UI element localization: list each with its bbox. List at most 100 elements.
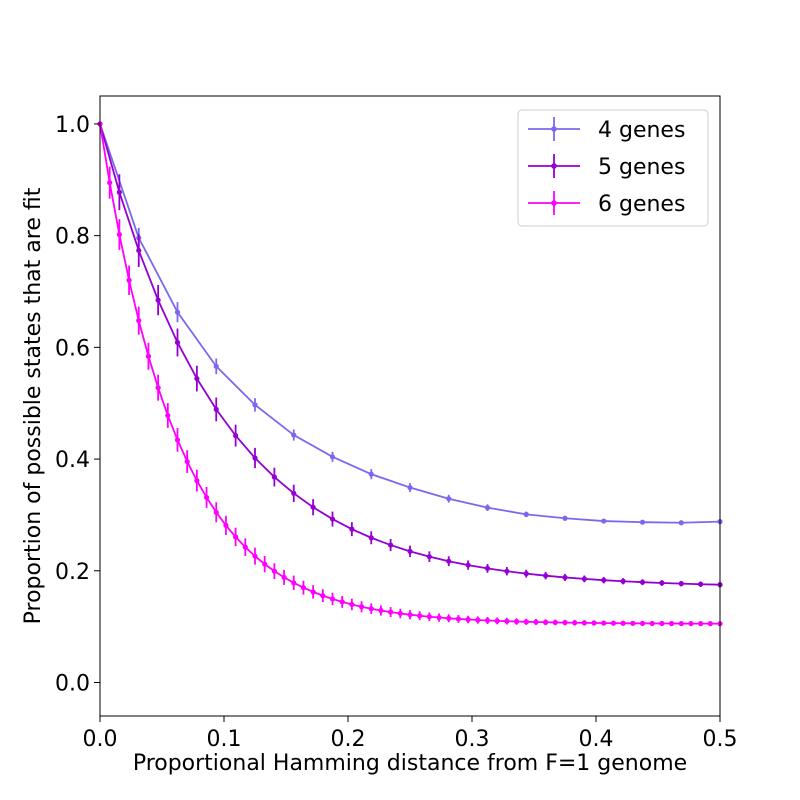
data-point <box>291 580 297 586</box>
data-point <box>504 568 510 574</box>
y-tick-label: 0.0 <box>55 671 90 696</box>
data-point <box>329 516 336 522</box>
data-point <box>601 620 607 626</box>
data-point <box>378 607 384 614</box>
data-point <box>581 576 587 582</box>
data-point <box>601 577 607 583</box>
data-point <box>252 455 258 461</box>
data-point <box>513 618 520 625</box>
data-point <box>368 471 374 477</box>
data-point <box>678 581 684 587</box>
legend-item: 5 genes <box>528 154 685 180</box>
data-point <box>707 621 713 627</box>
legend-marker <box>551 126 557 132</box>
data-point <box>388 609 394 615</box>
legend-item: 6 genes <box>528 191 685 217</box>
data-point <box>601 518 607 524</box>
data-point <box>116 189 122 195</box>
data-point <box>475 617 481 623</box>
data-point <box>639 519 646 525</box>
data-point <box>349 601 355 608</box>
x-tick-label: 0.3 <box>455 727 490 752</box>
data-point <box>349 526 355 532</box>
x-tick-label: 0.0 <box>83 727 118 752</box>
data-point <box>252 553 258 559</box>
y-axis-label: Proportion of possible states that are f… <box>21 187 46 624</box>
y-tick-label: 0.6 <box>55 336 90 361</box>
data-point <box>484 617 491 624</box>
series-5-genes <box>97 121 723 588</box>
data-point <box>358 604 365 610</box>
y-axis: 0.0 0.2 0.4 0.6 0.8 1.0 <box>55 113 100 696</box>
legend-item: 4 genes <box>528 117 685 143</box>
x-tick-label: 0.1 <box>207 727 242 752</box>
data-point <box>620 620 626 626</box>
data-point <box>271 568 277 574</box>
data-point <box>271 474 277 480</box>
data-point <box>484 565 491 571</box>
data-point <box>145 353 152 359</box>
data-point <box>639 620 646 626</box>
data-point <box>407 612 413 618</box>
data-point <box>494 618 500 624</box>
data-point <box>213 406 219 412</box>
data-point <box>533 619 539 625</box>
data-point <box>281 574 287 580</box>
legend-marker <box>551 200 557 206</box>
data-point <box>562 574 568 581</box>
data-point <box>107 180 113 186</box>
data-point <box>639 579 646 585</box>
legend-marker <box>551 163 557 169</box>
data-point <box>368 606 374 612</box>
data-point <box>388 542 394 548</box>
data-point <box>572 620 578 626</box>
data-point <box>300 585 307 591</box>
data-point <box>504 618 510 624</box>
data-point <box>698 621 704 627</box>
data-point <box>581 620 587 626</box>
legend-box <box>517 109 709 227</box>
data-point <box>610 620 617 626</box>
data-point <box>165 412 171 419</box>
data-point <box>552 619 558 626</box>
y-tick-label: 0.8 <box>55 225 90 250</box>
data-point <box>310 589 316 595</box>
data-point <box>543 573 549 579</box>
data-point <box>659 620 665 627</box>
data-point <box>446 558 452 564</box>
x-axis-label: Proportional Hamming distance from F=1 g… <box>133 751 687 776</box>
data-point <box>291 490 297 496</box>
data-point <box>233 433 239 439</box>
data-point <box>194 375 200 382</box>
data-point <box>155 297 161 303</box>
data-point <box>233 534 239 540</box>
data-point <box>320 593 326 599</box>
data-point <box>407 548 413 554</box>
data-point <box>523 619 529 625</box>
data-point <box>668 620 675 627</box>
y-tick-label: 1.0 <box>55 113 90 138</box>
data-point <box>136 318 142 324</box>
x-tick-label: 0.4 <box>579 727 614 752</box>
data-point <box>213 363 219 369</box>
data-point <box>426 554 432 560</box>
data-point <box>397 610 403 617</box>
data-point <box>174 339 181 346</box>
data-point <box>620 578 626 584</box>
data-point <box>213 509 219 515</box>
data-point <box>136 247 142 254</box>
plot-frame <box>99 95 721 717</box>
data-point <box>174 437 181 443</box>
data-point <box>184 458 190 465</box>
data-point <box>407 484 413 491</box>
data-point <box>446 496 452 502</box>
data-point <box>455 616 462 622</box>
data-point <box>417 613 423 619</box>
y-tick-label: 0.2 <box>55 560 90 585</box>
data-point <box>649 620 655 627</box>
data-point <box>126 277 132 283</box>
legend-label: 5 genes <box>598 155 685 180</box>
legend-label: 6 genes <box>598 192 685 217</box>
data-point <box>523 511 529 517</box>
data-point <box>678 520 684 526</box>
